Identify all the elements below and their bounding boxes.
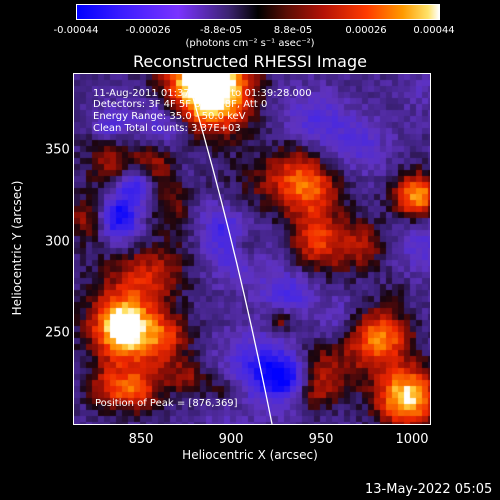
info-time: 11-Aug-2011 01:37:12.000 to 01:39:28.000 [93,88,312,99]
info-clean: Clean Total counts: 3.37E+03 [93,123,241,134]
info-detectors: Detectors: 3F 4F 5F 6F 7F 8F, Att 0 [93,99,268,110]
x-tick-label: 1000 [395,432,429,447]
solar-limb-line [185,74,273,424]
image-title: Reconstructed RHESSI Image [133,52,367,71]
y-axis-label: Heliocentric Y (arcsec) [10,180,24,316]
y-tick-label: 250 [45,325,70,341]
heatmap-canvas [74,74,430,424]
colorbar-unit: (photons cm⁻² s⁻¹ asec⁻²) [185,38,315,49]
image-plot [73,73,431,425]
colorbar-tick: -8.8e-05 [200,25,242,36]
y-tick-label: 350 [45,142,70,158]
colorbar-tick: 8.8e-05 [273,25,313,36]
x-axis-label: Heliocentric X (arcsec) [182,448,318,462]
colorbar-tick: 0.00026 [345,25,387,36]
info-energy: Energy Range: 35.0 - 50.0 keV [93,111,246,122]
colorbar-tick: -0.00044 [53,25,99,36]
x-tick-label: 950 [308,432,334,447]
y-tick-label: 300 [45,234,70,250]
limb-overlay [185,74,273,424]
footer-timestamp: 13-May-2022 05:05 [365,482,493,497]
colorbar [76,4,440,20]
info-peak: Position of Peak = [876,369] [95,398,238,409]
colorbar-tick: -0.00026 [125,25,171,36]
colorbar-tick: 0.00044 [413,25,455,36]
x-tick-label: 850 [128,432,154,447]
x-tick-label: 900 [218,432,244,447]
